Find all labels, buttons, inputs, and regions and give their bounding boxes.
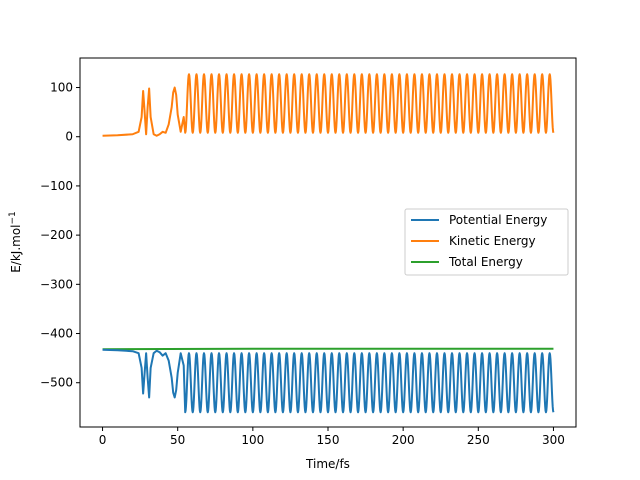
y-tick-label: −500 — [40, 376, 73, 390]
x-tick-label: 250 — [467, 433, 490, 447]
y-axis-label-exponent: −1 — [8, 211, 18, 224]
series-line-potential-energy — [102, 348, 555, 414]
x-tick-label: 0 — [99, 433, 107, 447]
legend-label-kinetic-energy: Kinetic Energy — [449, 234, 536, 248]
y-tick-label: 100 — [50, 81, 73, 95]
y-tick-label: −200 — [40, 228, 73, 242]
y-axis-label-main: E/kJ.mol — [9, 224, 23, 272]
legend-box — [404, 208, 569, 276]
y-tick-label: −300 — [40, 277, 73, 291]
x-axis-label: Time/fs — [305, 457, 350, 471]
series-line-kinetic-energy — [102, 73, 555, 137]
legend-label-potential-energy: Potential Energy — [449, 213, 547, 227]
ticks-layer: 0 50 100 150 200 250 300 100 0 −100 −200 −300 −400 −5… — [40, 81, 565, 447]
legend-label-total-energy: Total Energy — [448, 255, 523, 269]
x-tick-label: 200 — [392, 433, 415, 447]
y-tick-label: 0 — [65, 130, 73, 144]
y-axis-label: E/kJ.mol−1 — [8, 211, 23, 273]
x-tick-label: 300 — [542, 433, 565, 447]
legend: Potential Energy Kinetic Energy Total En… — [404, 208, 569, 276]
x-tick-label: 50 — [170, 433, 185, 447]
y-tick-label: −400 — [40, 327, 73, 341]
y-tick-label: −100 — [40, 179, 73, 193]
x-tick-label: 150 — [317, 433, 340, 447]
x-tick-label: 100 — [241, 433, 264, 447]
series-layer — [102, 73, 555, 414]
